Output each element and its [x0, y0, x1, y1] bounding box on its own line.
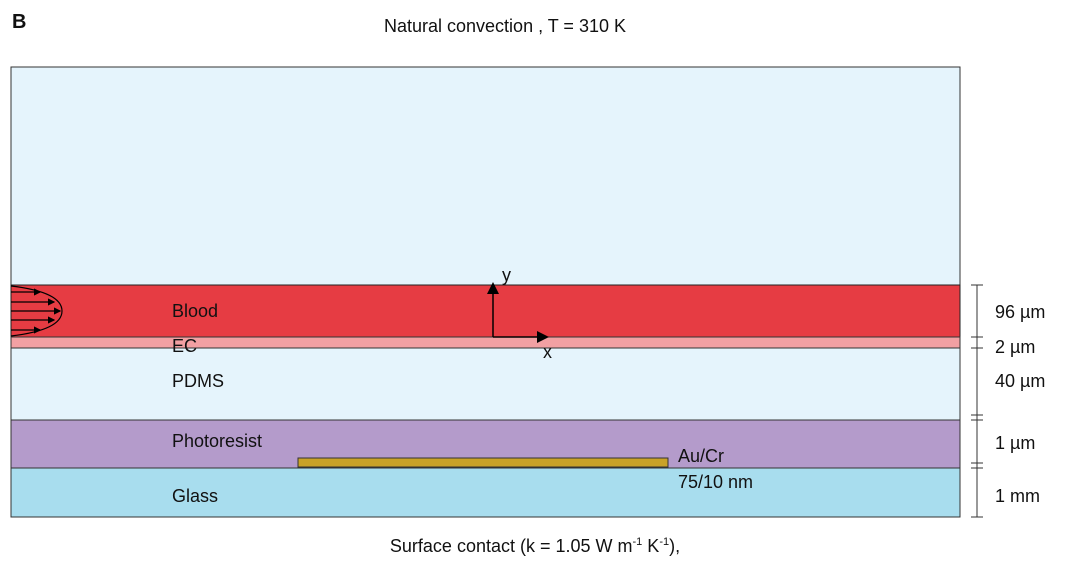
axis-label: x — [543, 342, 552, 362]
caption-text: ), — [669, 536, 680, 556]
pdms-layer — [11, 348, 960, 420]
blood-layer — [11, 285, 960, 337]
ec-layer — [11, 337, 960, 348]
dimension-label: 96 µm — [995, 302, 1045, 322]
layer-label: Photoresist — [172, 431, 262, 451]
caption-sup: -1 — [659, 536, 669, 548]
dimension-label: 40 µm — [995, 371, 1045, 391]
dimension-label: 1 mm — [995, 486, 1040, 506]
electrode-thickness: 75/10 nm — [678, 472, 753, 492]
caption-text: Surface contact (k = 1.05 W m — [390, 536, 633, 556]
electrode — [298, 458, 668, 467]
diagram: B Natural convection , T = 310 K y x Blo… — [0, 0, 1065, 564]
caption: Surface contact (k = 1.05 W m-1 K-1), — [390, 536, 680, 556]
layer-label: PDMS — [172, 371, 224, 391]
dimension-label: 1 µm — [995, 433, 1035, 453]
electrode-label: Au/Cr — [678, 446, 724, 466]
title: Natural convection , T = 310 K — [384, 16, 626, 36]
dimension-label: 2 µm — [995, 337, 1035, 357]
dimension-bars — [971, 285, 983, 517]
layer-label: EC — [172, 336, 197, 356]
axis-label: y — [502, 265, 511, 285]
glass-layer — [11, 468, 960, 517]
panel-label: B — [12, 11, 26, 33]
caption-sup: -1 — [633, 536, 643, 548]
caption-text: K — [642, 536, 659, 556]
layer-label: Glass — [172, 486, 218, 506]
layer-label: Blood — [172, 301, 218, 321]
